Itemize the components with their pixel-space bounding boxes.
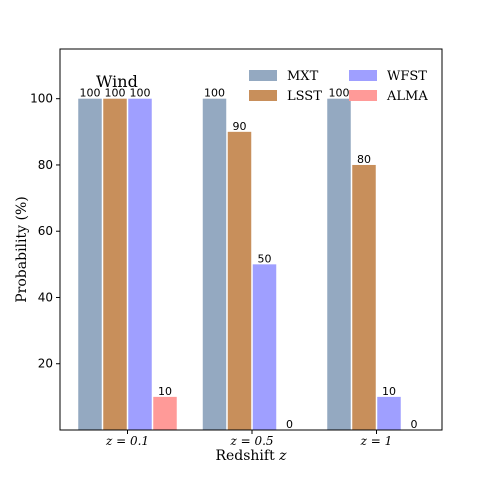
- bar-wfst-2: [252, 264, 277, 430]
- bar-wfst-1: [128, 98, 152, 431]
- y-tick-label-80: 80: [38, 158, 53, 172]
- y-tick-label-20: 20: [38, 357, 53, 371]
- bar-value-label-mxt-3: 100: [329, 87, 350, 100]
- legend-label-mxt: MXT: [287, 69, 319, 84]
- x-axis: z = 0.1 z = 0.5 z = 1: [105, 430, 392, 448]
- plot-frame: [59, 48, 443, 431]
- bar-value-label-lsst-2: 90: [233, 120, 247, 133]
- legend-label-alma: ALMA: [386, 89, 428, 104]
- legend: MXT LSST WFST ALMA: [249, 69, 428, 104]
- legend-label-wfst: WFST: [387, 69, 427, 84]
- bar-mxt-3: [327, 98, 351, 431]
- y-tick-label-40: 40: [38, 290, 53, 304]
- bar-value-label-wfst-1: 100: [130, 87, 151, 100]
- bar-mxt-2: [202, 98, 227, 431]
- legend-swatch-mxt: [249, 70, 277, 81]
- y-axis: 20 40 60 80 100: [30, 92, 60, 371]
- x-axis-label: Redshift z: [215, 448, 287, 464]
- bar-alma-1: [153, 396, 177, 430]
- x-tick-label-1: z = 0.1: [105, 434, 149, 448]
- bar-value-label-wfst-3: 10: [382, 385, 396, 398]
- bar-value-label-lsst-3: 80: [357, 153, 371, 166]
- legend-label-lsst: LSST: [287, 89, 322, 104]
- bar-mxt-1: [78, 98, 102, 431]
- legend-swatch-wfst: [349, 70, 377, 81]
- legend-swatch-alma: [349, 90, 377, 101]
- chart-annotation: Wind: [96, 72, 138, 91]
- x-tick-label-2: z = 0.5: [229, 434, 273, 448]
- bar-value-label-alma-2: 0: [286, 418, 293, 431]
- y-axis-label: Probability (%): [14, 196, 30, 302]
- bar-value-label-wfst-2: 50: [258, 252, 272, 265]
- bar-lsst-1: [103, 98, 127, 431]
- y-tick-label-100: 100: [30, 92, 53, 106]
- y-tick-label-60: 60: [38, 224, 53, 238]
- bar-lsst-2: [227, 131, 252, 430]
- bar-lsst-3: [352, 164, 376, 430]
- bar-value-label-alma-3: 0: [411, 418, 418, 431]
- bars-layer: [78, 98, 401, 431]
- bar-value-label-lsst-1: 100: [105, 87, 126, 100]
- bar-value-label-alma-1: 10: [158, 385, 172, 398]
- x-tick-label-3: z = 1: [360, 434, 393, 448]
- legend-swatch-lsst: [249, 90, 277, 101]
- bar-wfst-3: [377, 396, 401, 430]
- bar-value-label-mxt-2: 100: [204, 87, 225, 100]
- bar-value-label-mxt-1: 100: [80, 87, 101, 100]
